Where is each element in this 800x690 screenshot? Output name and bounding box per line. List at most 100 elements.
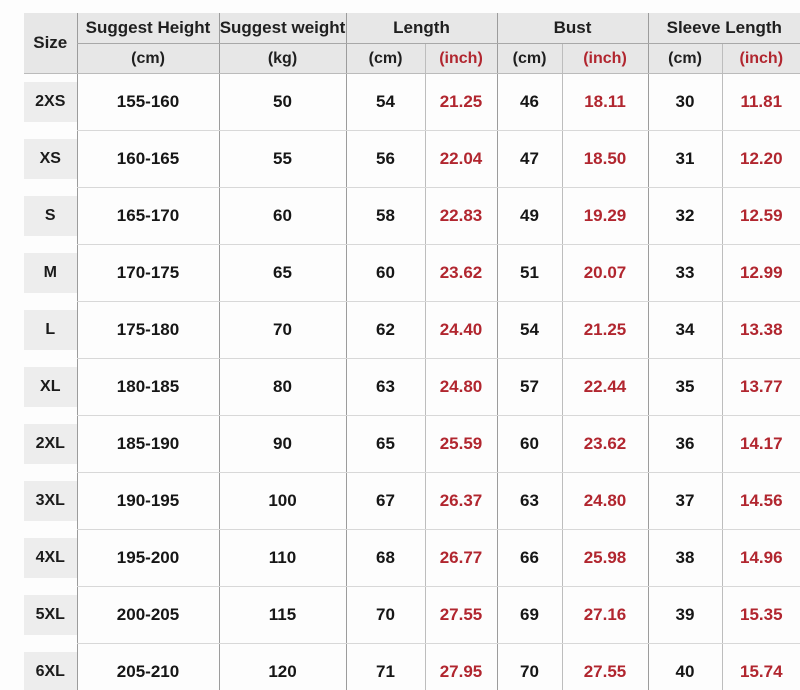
sleeve-inch-cell: 12.59 [721, 187, 800, 245]
header-length-inch-unit: (inch) [424, 43, 497, 74]
weight-cell: 55 [218, 130, 346, 188]
size-cell: 4XL [24, 530, 77, 587]
size-badge: 3XL [24, 481, 77, 521]
weight-cell: 120 [218, 643, 346, 690]
weight-cell: 90 [218, 415, 346, 473]
length-cm-cell: 65 [345, 415, 425, 473]
sleeve-inch-cell: 14.17 [721, 415, 800, 473]
bust-cm-cell: 57 [496, 358, 562, 416]
length-inch-cell: 25.59 [424, 415, 497, 473]
size-cell: 6XL [24, 644, 77, 690]
weight-cell: 60 [218, 187, 346, 245]
table-row: 3XL 190-195 100 67 26.37 63 24.80 37 14.… [24, 472, 800, 530]
sleeve-inch-cell: 13.38 [721, 301, 800, 359]
height-cell: 175-180 [76, 301, 219, 359]
bust-inch-cell: 27.55 [561, 643, 648, 690]
table-row: 2XS 155-160 50 54 21.25 46 18.11 30 11.8… [24, 73, 800, 131]
sleeve-inch-cell: 12.99 [721, 244, 800, 302]
bust-inch-cell: 22.44 [561, 358, 648, 416]
table-row: 6XL 205-210 120 71 27.95 70 27.55 40 15.… [24, 643, 800, 690]
table-row: 5XL 200-205 115 70 27.55 69 27.16 39 15.… [24, 586, 800, 644]
height-cell: 160-165 [76, 130, 219, 188]
sleeve-inch-cell: 11.81 [721, 73, 800, 131]
height-cell: 180-185 [76, 358, 219, 416]
bust-inch-cell: 18.50 [561, 130, 648, 188]
header-length-cm-unit: (cm) [345, 43, 425, 74]
size-badge: 2XS [24, 82, 77, 123]
height-cell: 165-170 [76, 187, 219, 245]
size-cell: M [24, 245, 77, 302]
weight-cell: 70 [218, 301, 346, 359]
header-size: Size [24, 13, 77, 74]
table-body: 2XS 155-160 50 54 21.25 46 18.11 30 11.8… [24, 73, 800, 690]
length-inch-cell: 22.83 [424, 187, 497, 245]
bust-inch-cell: 23.62 [561, 415, 648, 473]
length-inch-cell: 24.80 [424, 358, 497, 416]
length-inch-cell: 26.37 [424, 472, 497, 530]
length-inch-cell: 22.04 [424, 130, 497, 188]
size-cell: 5XL [24, 587, 77, 644]
length-inch-cell: 23.62 [424, 244, 497, 302]
table-row: 4XL 195-200 110 68 26.77 66 25.98 38 14.… [24, 529, 800, 587]
header-bust: Bust [496, 13, 648, 44]
height-cell: 170-175 [76, 244, 219, 302]
length-cm-cell: 71 [345, 643, 425, 690]
bust-inch-cell: 18.11 [561, 73, 648, 131]
table-row: M 170-175 65 60 23.62 51 20.07 33 12.99 [24, 244, 800, 302]
size-badge: XS [24, 139, 77, 179]
size-badge: XL [24, 367, 77, 407]
weight-cell: 110 [218, 529, 346, 587]
table-row: XL 180-185 80 63 24.80 57 22.44 35 13.77 [24, 358, 800, 416]
length-cm-cell: 62 [345, 301, 425, 359]
size-badge: L [24, 310, 77, 350]
sleeve-cm-cell: 33 [647, 244, 722, 302]
table-row: 2XL 185-190 90 65 25.59 60 23.62 36 14.1… [24, 415, 800, 473]
table-row: XS 160-165 55 56 22.04 47 18.50 31 12.20 [24, 130, 800, 188]
length-cm-cell: 67 [345, 472, 425, 530]
bust-cm-cell: 63 [496, 472, 562, 530]
bust-cm-cell: 69 [496, 586, 562, 644]
sleeve-inch-cell: 12.20 [721, 130, 800, 188]
height-cell: 190-195 [76, 472, 219, 530]
sleeve-inch-cell: 14.96 [721, 529, 800, 587]
sleeve-cm-cell: 35 [647, 358, 722, 416]
header-sleeve-length: Sleeve Length [647, 13, 800, 44]
sleeve-cm-cell: 37 [647, 472, 722, 530]
length-cm-cell: 70 [345, 586, 425, 644]
header-suggest-weight: Suggest weight [218, 13, 346, 44]
length-inch-cell: 27.95 [424, 643, 497, 690]
height-cell: 205-210 [76, 643, 219, 690]
length-inch-cell: 27.55 [424, 586, 497, 644]
length-cm-cell: 56 [345, 130, 425, 188]
table-row: L 175-180 70 62 24.40 54 21.25 34 13.38 [24, 301, 800, 359]
sleeve-inch-cell: 15.74 [721, 643, 800, 690]
table-row: S 165-170 60 58 22.83 49 19.29 32 12.59 [24, 187, 800, 245]
length-inch-cell: 21.25 [424, 73, 497, 131]
bust-cm-cell: 60 [496, 415, 562, 473]
bust-inch-cell: 21.25 [561, 301, 648, 359]
sleeve-cm-cell: 30 [647, 73, 722, 131]
bust-cm-cell: 70 [496, 643, 562, 690]
bust-inch-cell: 24.80 [561, 472, 648, 530]
header-bust-inch-unit: (inch) [561, 43, 648, 74]
weight-cell: 80 [218, 358, 346, 416]
bust-cm-cell: 49 [496, 187, 562, 245]
size-cell: XS [24, 131, 77, 188]
sleeve-inch-cell: 15.35 [721, 586, 800, 644]
length-cm-cell: 63 [345, 358, 425, 416]
bust-cm-cell: 46 [496, 73, 562, 131]
header-sleeve-inch-unit: (inch) [721, 43, 800, 74]
size-badge: 5XL [24, 595, 77, 635]
bust-cm-cell: 66 [496, 529, 562, 587]
length-inch-cell: 26.77 [424, 529, 497, 587]
sleeve-cm-cell: 34 [647, 301, 722, 359]
bust-inch-cell: 20.07 [561, 244, 648, 302]
header-sleeve-cm-unit: (cm) [647, 43, 722, 74]
sleeve-cm-cell: 32 [647, 187, 722, 245]
height-cell: 195-200 [76, 529, 219, 587]
size-badge: 4XL [24, 538, 77, 578]
size-chart-table: Size Suggest Height Suggest weight Lengt… [24, 13, 800, 690]
size-cell: 3XL [24, 473, 77, 530]
length-cm-cell: 58 [345, 187, 425, 245]
